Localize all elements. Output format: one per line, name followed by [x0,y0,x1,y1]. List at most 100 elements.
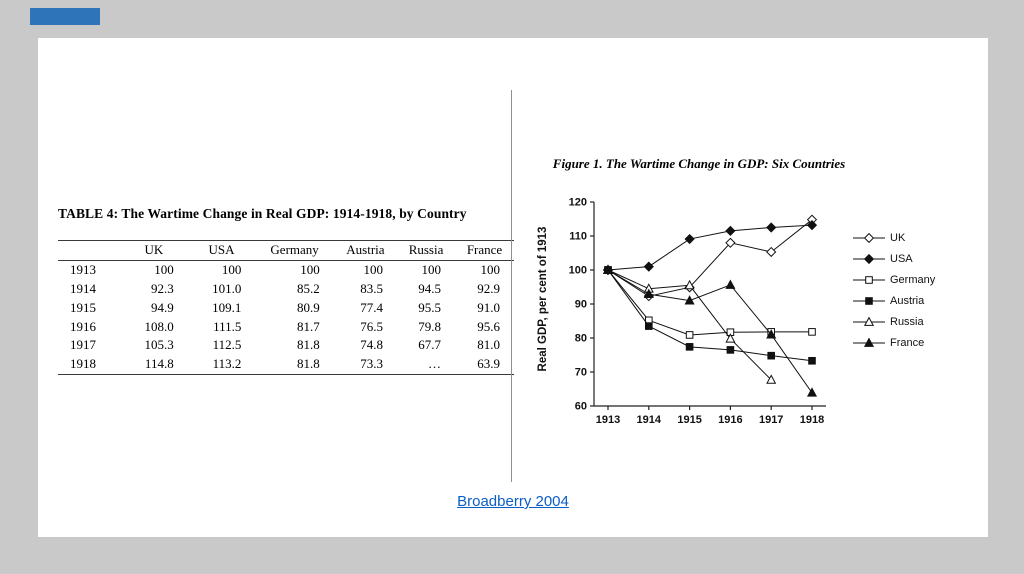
table-row: 1914 92.3 101.0 85.2 83.5 94.5 92.9 [58,280,514,299]
gdp-table-head-row: UK USA Germany Austria Russia France [58,240,514,261]
legend-label: UK [890,232,906,244]
value-cell: 109.1 [212,299,242,315]
presentation-slide: TABLE 4: The Wartime Change in Real GDP:… [38,38,988,537]
value-cell: 95.6 [477,318,500,334]
vertical-divider [511,90,512,482]
value-cell: 108.0 [144,318,174,334]
value-cell: 112.5 [212,337,242,353]
value-cell: 83.5 [360,280,384,296]
value-cell: 101.0 [212,280,242,296]
legend-marker-icon [853,253,885,265]
value-cell: 92.3 [150,280,174,296]
legend-item: France [852,337,935,349]
svg-text:60: 60 [575,401,587,413]
svg-text:110: 110 [569,231,587,243]
year-cell: 1913 [70,261,96,277]
year-cell: 1916 [70,318,96,334]
svg-text:90: 90 [575,299,587,311]
slide-accent-bar [30,8,100,25]
value-cell: 100 [300,261,320,277]
value-cell: 81.8 [297,356,320,372]
legend-label: Russia [890,316,924,328]
value-cell: 94.9 [150,299,174,315]
table-title: TABLE 4: The Wartime Change in Real GDP:… [58,206,467,221]
legend-label: Austria [890,295,925,307]
legend-label: France [890,337,925,349]
value-cell: 74.8 [360,337,384,353]
year-cell: 1917 [70,337,96,353]
svg-text:1916: 1916 [718,414,742,426]
legend-marker-icon [853,232,885,244]
column-header: Russia [408,242,444,257]
table-row: 1915 94.9 109.1 80.9 77.4 95.5 91.0 [58,299,514,318]
year-cell: 1918 [70,356,96,372]
value-cell: 113.2 [212,356,242,372]
legend-marker-icon [853,337,885,347]
value-cell: 81.0 [477,337,500,353]
citation-wrap: Broadberry 2004 [38,493,988,511]
value-cell: 63.9 [477,356,500,372]
value-cell: 67.7 [418,337,442,353]
svg-text:1913: 1913 [596,414,620,426]
table-row: 1917 105.3 112.5 81.8 74.8 67.7 81.0 [58,336,514,355]
year-cell: 1914 [70,280,96,296]
chart-legend: UK USA Germany Austria Russia France [852,188,935,349]
table-row: 1913 100 100 100 100 100 100 [58,260,514,279]
value-cell: 77.4 [360,299,384,315]
column-header: Austria [346,242,385,257]
value-cell: 111.5 [213,318,242,334]
value-cell: 95.5 [418,299,442,315]
chart-row: Real GDP, per cent of 1913 60 70 80 90 100 11… [532,188,978,440]
value-cell: 81.8 [297,337,320,353]
legend-item: Austria [852,295,935,307]
legend-item: Russia [852,316,935,328]
value-cell: 114.8 [144,356,174,372]
column-header: UK [144,242,164,257]
legend-marker-icon [853,297,885,305]
column-header: USA [208,242,235,257]
year-column-header [58,241,120,261]
table-row: 1916 108.0 111.5 81.7 76.5 79.8 95.6 [58,318,514,337]
value-cell: 79.8 [418,318,442,334]
column-header: Germany [270,242,319,257]
legend-label: USA [890,253,913,265]
value-cell: 100 [421,261,442,277]
figure-section: Figure 1. The Wartime Change in GDP: Six… [532,156,978,440]
value-cell: 81.7 [297,318,320,334]
svg-text:70: 70 [575,367,587,379]
svg-text:1918: 1918 [800,414,824,426]
column-header: France [466,242,503,257]
value-cell: 73.3 [360,356,384,372]
svg-text:80: 80 [575,333,587,345]
legend-item: Germany [852,274,935,286]
legend-item: UK [852,232,935,244]
value-cell: 91.0 [477,299,500,315]
value-cell: 85.2 [297,280,320,296]
value-cell: 100 [363,261,384,277]
svg-text:1915: 1915 [677,414,701,426]
svg-text:120: 120 [569,197,587,209]
value-cell: 76.5 [360,318,384,334]
gdp-line-chart: 60 70 80 90 100 110 120 1913 1914 1915 1916 1917 191… [569,197,826,426]
gdp-table: UK USA Germany Austria Russia France 1913 100 1… [58,240,514,375]
value-cell: 105.3 [144,337,174,353]
value-cell: 80.9 [297,299,320,315]
value-cell: 94.5 [418,280,442,296]
value-cell: 100 [154,261,174,277]
value-cell: … [428,356,442,372]
year-cell: 1915 [70,299,96,315]
svg-text:100: 100 [569,265,587,277]
figure-title: Figure 1. The Wartime Change in GDP: Six… [552,156,846,171]
legend-marker-icon [853,276,885,284]
value-cell: 100 [480,261,501,277]
legend-label: Germany [890,274,936,286]
svg-text:1917: 1917 [759,414,783,426]
gdp-table-body: 1913 100 100 100 100 100 100 1914 92.3 101.0 85.2 8… [58,260,514,375]
gdp-table-section: TABLE 4: The Wartime Change in Real GDP:… [58,206,514,375]
y-axis-label-wrap: Real GDP, per cent of 1913 [532,188,554,440]
table-row: 1918 114.8 113.2 81.8 73.3 … 63.9 [58,355,514,375]
value-cell: 100 [221,261,242,277]
citation-link[interactable]: Broadberry 2004 [457,493,569,510]
legend-item: USA [852,253,935,265]
value-cell: 92.9 [477,280,500,296]
